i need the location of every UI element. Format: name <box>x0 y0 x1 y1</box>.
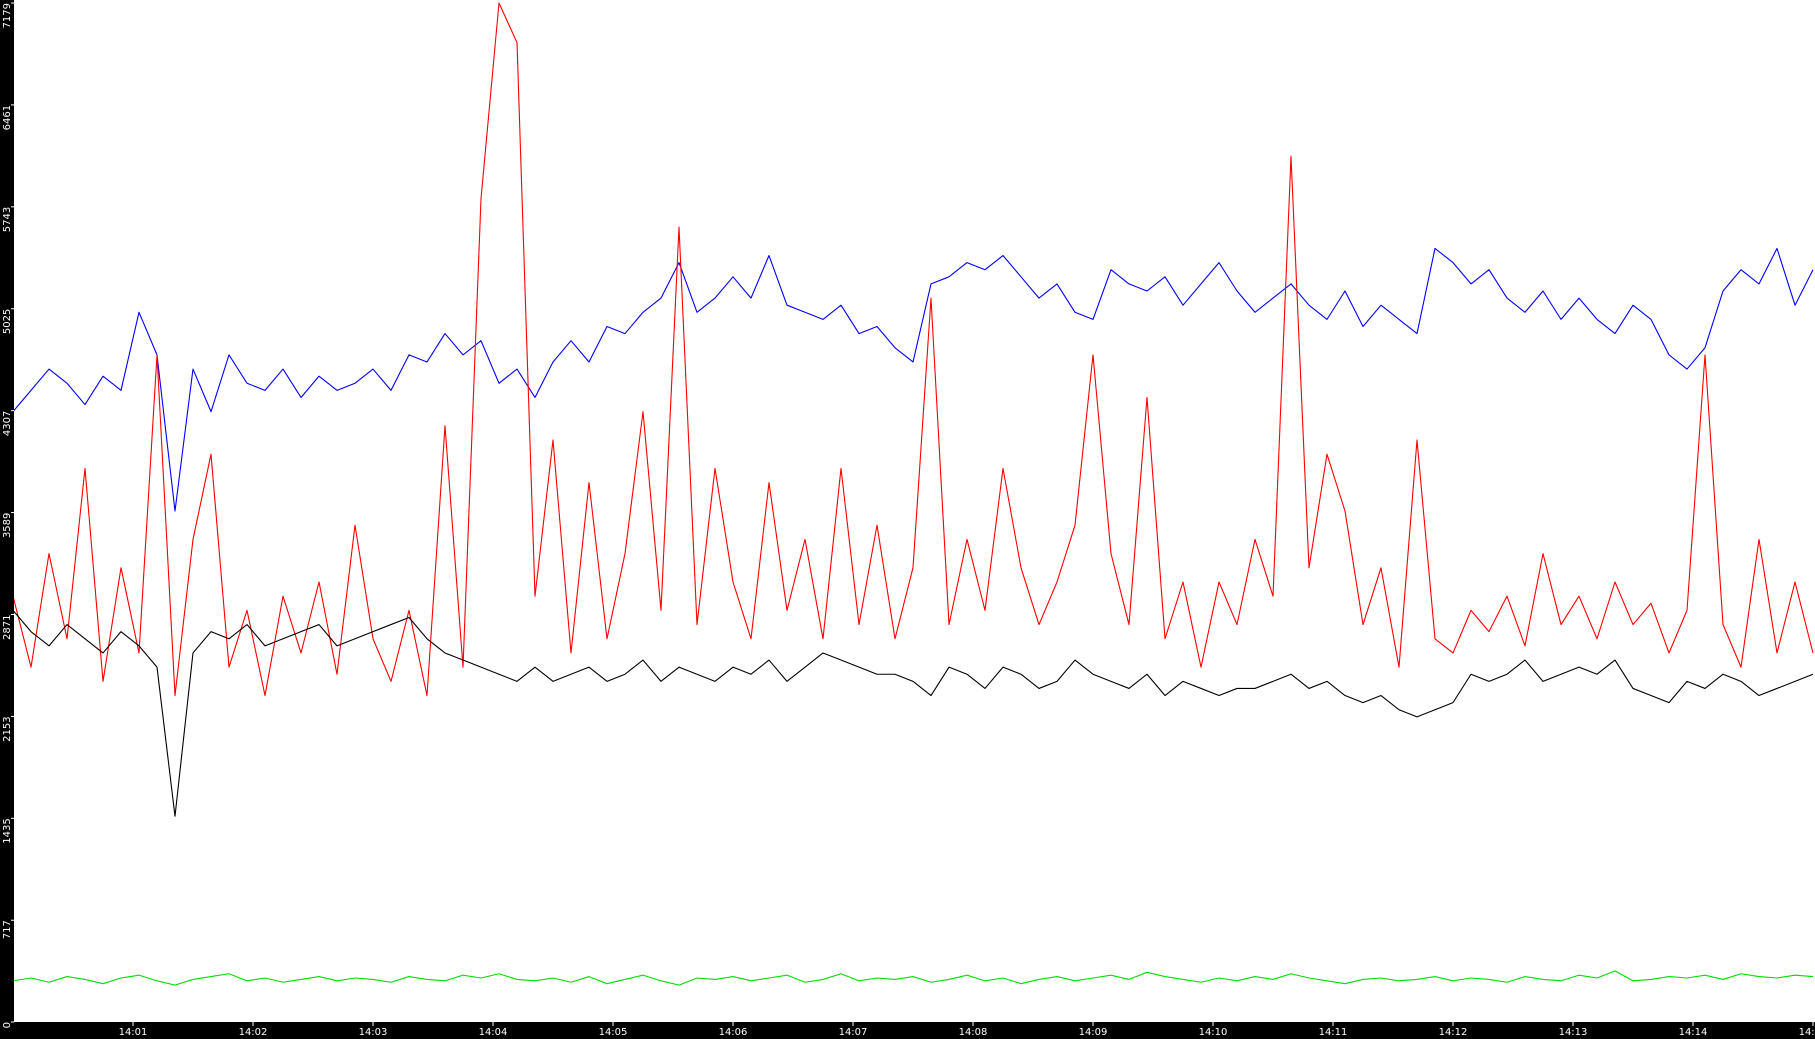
x-tick-label: 14:07 <box>839 1027 868 1038</box>
x-tick-label: 14:05 <box>599 1027 628 1038</box>
x-tick-label: 14:09 <box>1079 1027 1108 1038</box>
y-tick-label: 717 <box>2 920 13 939</box>
x-axis-strip <box>0 1022 1815 1039</box>
y-tick-label: 1435 <box>2 818 13 843</box>
series-line <box>12 610 1814 817</box>
y-axis-strip <box>0 0 14 1039</box>
series-line <box>12 247 1814 512</box>
x-tick-label: 14:12 <box>1439 1027 1468 1038</box>
series-layer <box>12 2 1814 986</box>
x-tick-label: 14:08 <box>959 1027 988 1038</box>
y-tick-label: 5025 <box>2 309 13 334</box>
x-tick-label: 14:10 <box>1199 1027 1228 1038</box>
x-tick-label: 14:06 <box>719 1027 748 1038</box>
x-tick-label: 14:11 <box>1319 1027 1348 1038</box>
x-tick-label: 14:13 <box>1559 1027 1588 1038</box>
y-tick-label: 4307 <box>2 411 13 436</box>
x-tick-label: 14:01 <box>119 1027 148 1038</box>
y-tick-label: 3589 <box>2 513 13 538</box>
series-line <box>12 2 1814 697</box>
y-tick-label: 6461 <box>2 105 13 130</box>
y-tick-label: 7179 <box>2 3 13 28</box>
series-line <box>12 970 1814 986</box>
y-tick-label: 2871 <box>2 615 13 640</box>
y-tick-label: 0 <box>2 1022 13 1028</box>
x-tick-label: 14:03 <box>359 1027 388 1038</box>
x-tick-label: 14:15 <box>1799 1027 1815 1038</box>
y-tick-label: 5743 <box>2 207 13 232</box>
x-tick-label: 14:04 <box>479 1027 508 1038</box>
y-tick-label: 2153 <box>2 716 13 741</box>
x-tick-label: 14:14 <box>1679 1027 1708 1038</box>
x-tick-label: 14:02 <box>239 1027 268 1038</box>
